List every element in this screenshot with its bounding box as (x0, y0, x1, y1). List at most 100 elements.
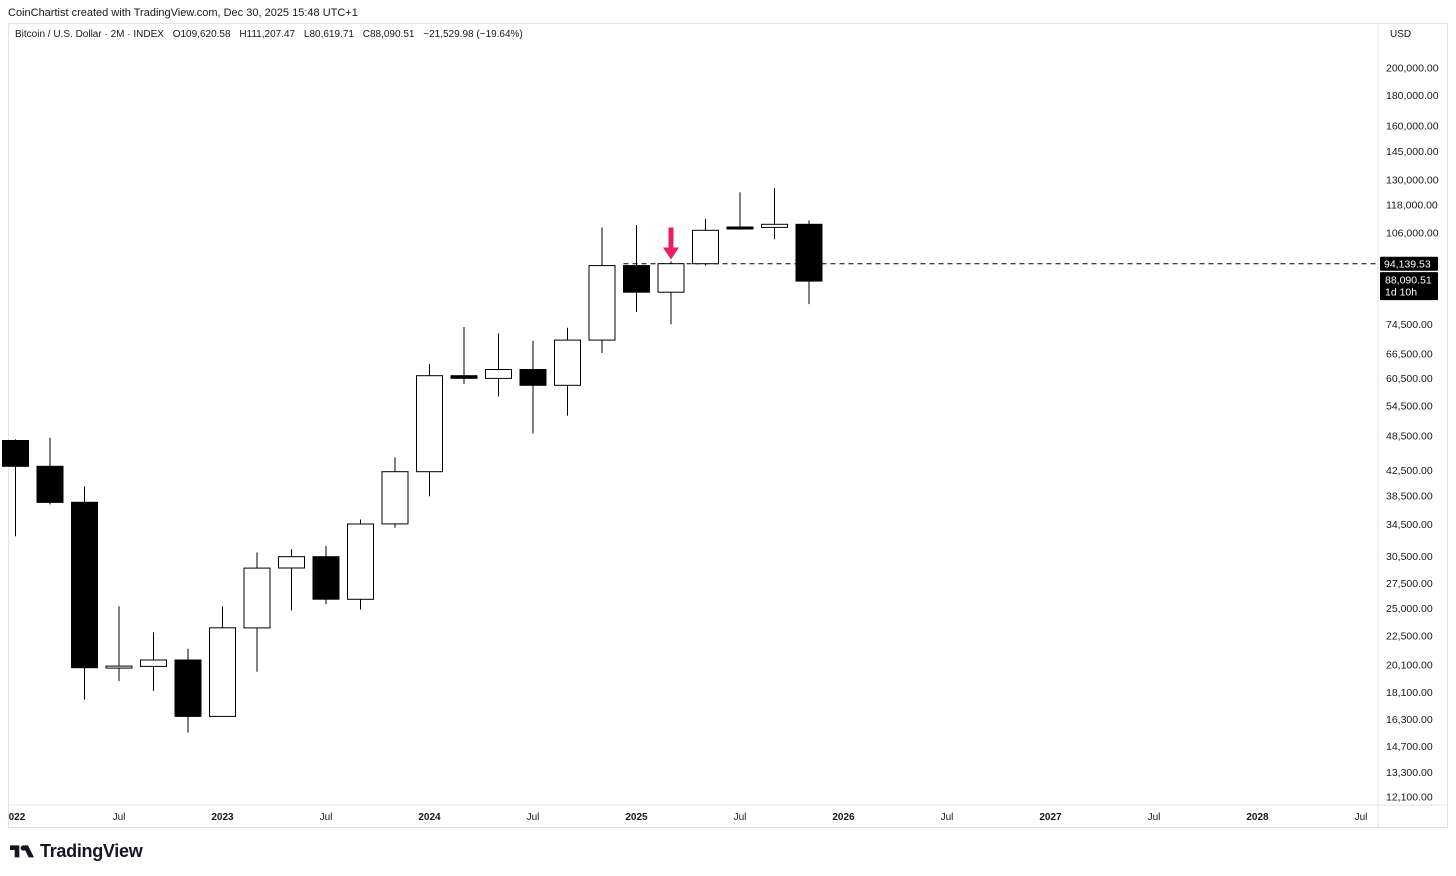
candle-body-bull (588, 265, 616, 341)
candle-body-bull (105, 665, 133, 669)
price-tick-label: 180,000.00 (1386, 90, 1439, 102)
candle-body-bear (795, 223, 823, 282)
candle[interactable] (243, 552, 271, 672)
time-tick-label: 2027 (1039, 812, 1062, 823)
price-axis[interactable]: 200,000.00 180,000.00 160,000.00 145,000.00… (1386, 63, 1439, 804)
candle[interactable] (485, 333, 512, 397)
candle[interactable] (209, 606, 236, 717)
candle-countdown: 1d 10h (1385, 287, 1417, 299)
candle-body-bear (726, 226, 754, 230)
candle-body-bull (209, 627, 236, 717)
legend-low: L80,619.71 (303, 29, 354, 40)
price-tick-label: 118,000.00 (1386, 200, 1438, 212)
price-tick-label: 38,500.00 (1386, 491, 1433, 503)
legend-open: O109,620.58 (172, 29, 231, 40)
arrow-shaft (668, 227, 674, 250)
candle-body-bull (381, 471, 409, 525)
candle[interactable] (174, 648, 202, 733)
candle-body-bull (485, 369, 512, 379)
legend-symbol: Bitcoin / U.S. Dollar · 2M · INDEX (15, 29, 164, 40)
candle[interactable] (795, 220, 823, 305)
candle[interactable] (554, 327, 581, 416)
time-tick-label: Jul (734, 812, 747, 823)
candle-body-bear (312, 556, 340, 600)
hline-price-tag-bg (1380, 256, 1438, 271)
arrow-down-icon[interactable] (663, 227, 679, 260)
candle-body-bear (71, 501, 98, 669)
candle-body-bear (2, 440, 29, 467)
price-tick-label: 42,500.00 (1386, 465, 1433, 477)
candle[interactable] (2, 439, 29, 537)
candle-body-bear (623, 265, 650, 293)
candle-body-bull (657, 263, 685, 293)
candle-body-bull (692, 229, 719, 265)
candle[interactable] (588, 227, 616, 353)
candle[interactable] (71, 486, 98, 700)
candle-body-bull (416, 375, 443, 473)
symbol-legend[interactable]: Bitcoin / U.S. Dollar · 2M · INDEX O109,… (15, 29, 529, 40)
candle[interactable] (105, 606, 133, 682)
candle[interactable] (381, 457, 409, 528)
candle[interactable] (312, 545, 340, 605)
candle-body-bull (761, 223, 788, 228)
candle-body-bull (554, 339, 581, 386)
time-axis[interactable]: 022 Jul 2023 Jul 2024 Jul 2025 Jul 2026 Jul 2027 Ju… (9, 812, 1368, 823)
time-tick-label: 2023 (211, 812, 234, 823)
brand-name: TradingView (40, 841, 143, 861)
price-tick-label: 106,000.00 (1386, 228, 1439, 240)
tradingview-brand[interactable]: TradingView (10, 841, 143, 862)
time-tick-label: Jul (113, 812, 126, 823)
price-tick-label: 200,000.00 (1386, 63, 1439, 75)
candle[interactable] (450, 327, 478, 384)
price-tick-label: 20,100.00 (1386, 660, 1433, 672)
candle[interactable] (416, 364, 443, 497)
price-tick-label: 14,700.00 (1386, 741, 1433, 753)
currency-label[interactable]: USD (1390, 29, 1412, 40)
candle-body-bull (243, 567, 271, 629)
price-tick-label: 160,000.00 (1386, 121, 1439, 133)
candle-body-bear (450, 375, 478, 379)
chart-caption: CoinChartist created with TradingView.co… (8, 7, 358, 19)
time-tick-label: Jul (1148, 812, 1161, 823)
time-tick-label: 022 (9, 812, 26, 823)
candle-body-bull (278, 556, 305, 569)
candle[interactable] (278, 549, 305, 611)
time-tick-label: Jul (1355, 812, 1368, 823)
price-tick-label: 16,300.00 (1386, 714, 1433, 726)
candle[interactable] (347, 519, 374, 610)
candle[interactable] (140, 632, 167, 691)
candle-body-bear (174, 659, 202, 717)
last-price-value: 88,090.51 (1385, 275, 1432, 287)
candle-body-bull (140, 659, 167, 667)
time-tick-label: Jul (527, 812, 540, 823)
candle[interactable] (657, 261, 685, 325)
candle[interactable] (623, 225, 650, 312)
time-tick-label: 2024 (418, 812, 441, 823)
hline-price-tag-text: 94,139.53 (1384, 258, 1431, 270)
candle[interactable] (519, 340, 547, 434)
candle-body-bear (36, 465, 64, 503)
candle[interactable] (726, 192, 754, 230)
price-tick-label: 48,500.00 (1386, 431, 1433, 443)
arrow-head (663, 247, 679, 260)
candle[interactable] (761, 188, 788, 240)
price-tick-label: 25,000.00 (1386, 603, 1433, 615)
legend-change: −21,529.98 (−19.64%) (423, 29, 523, 40)
legend-high: H111,207.47 (239, 29, 296, 40)
price-tick-label: 66,500.00 (1386, 349, 1433, 361)
time-tick-label: 2025 (625, 812, 648, 823)
last-price-tag-bg (1380, 272, 1438, 301)
chart-frame (8, 23, 1448, 828)
price-tick-label: 27,500.00 (1386, 578, 1433, 590)
hline-price-tag: 94,139.53 (1380, 256, 1438, 271)
candle[interactable] (36, 437, 64, 505)
candle[interactable] (692, 218, 719, 266)
candle-body-bull (347, 523, 374, 600)
time-tick-label: 2028 (1246, 812, 1269, 823)
price-tick-label: 18,100.00 (1386, 687, 1433, 699)
candle-layer (2, 188, 823, 733)
time-tick-label: 2026 (832, 812, 855, 823)
